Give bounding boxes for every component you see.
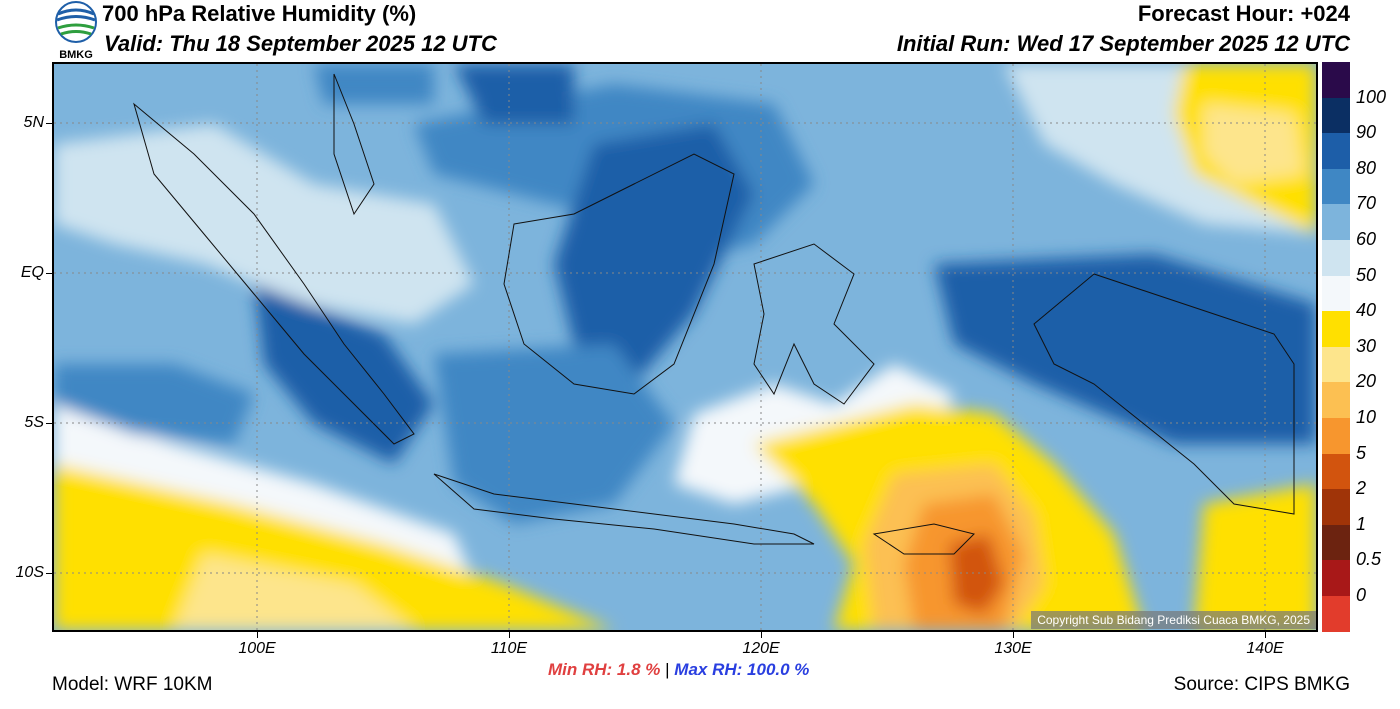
colorbar-segment xyxy=(1322,453,1350,490)
colorbar-segment xyxy=(1322,311,1350,347)
colorbar-segment xyxy=(1322,595,1350,632)
colorbar-label: 0 xyxy=(1356,585,1367,605)
lat-label-5n: 5N xyxy=(23,114,44,131)
bmkg-logo: BMKG xyxy=(52,0,100,61)
lat-label-eq: EQ xyxy=(20,264,44,281)
minmax-separator: | xyxy=(665,660,670,679)
colorbar-segment xyxy=(1322,417,1350,454)
colorbar-label: 0.5 xyxy=(1356,549,1382,570)
model-label: Model: WRF 10KM xyxy=(52,674,213,695)
colorbar-label: 100 xyxy=(1356,86,1387,107)
colorbar-segment xyxy=(1322,382,1350,418)
lon-label-100e: 100E xyxy=(238,640,276,657)
colorbar-label: 5 xyxy=(1356,442,1367,463)
lon-label-130e: 130E xyxy=(994,640,1032,657)
max-rh: Max RH: 100.0 % xyxy=(674,660,810,679)
lat-label-10s: 10S xyxy=(15,564,44,581)
rh-min-max: Min RH: 1.8 % | Max RH: 100.0 % xyxy=(548,660,809,680)
valid-time: Valid: Thu 18 September 2025 12 UTC xyxy=(104,31,497,56)
colorbar-segment xyxy=(1322,168,1350,205)
colorbar-segment xyxy=(1322,560,1350,596)
lon-label-110e: 110E xyxy=(490,640,528,657)
colorbar-segment xyxy=(1322,489,1350,525)
source-label: Source: CIPS BMKG xyxy=(1173,674,1350,695)
colorbar-label: 2 xyxy=(1356,478,1367,499)
colorbar-segment xyxy=(1322,239,1350,276)
colorbar-segment xyxy=(1322,133,1350,169)
colorbar-segment xyxy=(1322,524,1350,561)
logo-text: BMKG xyxy=(59,49,93,60)
colorbar-label: 50 xyxy=(1356,264,1377,285)
map-title: 700 hPa Relative Humidity (%) xyxy=(102,1,417,26)
lat-tick xyxy=(46,423,52,424)
colorbar-segment xyxy=(1322,204,1350,240)
lon-label-120e: 120E xyxy=(742,640,780,657)
colorbar-label: 60 xyxy=(1356,229,1377,249)
lon-label-140e: 140E xyxy=(1246,640,1284,657)
initial-run: Initial Run: Wed 17 September 2025 12 UT… xyxy=(896,31,1350,56)
colorbar-label: 80 xyxy=(1356,157,1377,178)
lat-tick xyxy=(46,573,52,574)
colorbar-label: 70 xyxy=(1356,193,1377,214)
forecast-hour: Forecast Hour: +024 xyxy=(1137,1,1350,26)
lat-tick xyxy=(46,273,52,274)
colorbar-segment xyxy=(1322,97,1350,134)
lat-label-5s: 5S xyxy=(24,414,44,431)
lon-tick xyxy=(1013,632,1014,638)
colorbar-label: 90 xyxy=(1356,122,1377,143)
lon-tick xyxy=(257,632,258,638)
colorbar-segment xyxy=(1322,346,1350,383)
lat-tick xyxy=(46,123,52,124)
min-rh: Min RH: 1.8 % xyxy=(548,660,661,679)
colorbar-segment xyxy=(1322,275,1350,312)
lon-tick xyxy=(509,632,510,638)
colorbar-label: 40 xyxy=(1356,300,1377,321)
colorbar-label: 1 xyxy=(1356,513,1367,534)
colorbar xyxy=(1322,62,1350,632)
colorbar-label: 30 xyxy=(1356,335,1377,356)
lon-tick xyxy=(761,632,762,638)
lon-tick xyxy=(1265,632,1266,638)
colorbar-label: 10 xyxy=(1356,407,1377,427)
colorbar-segment xyxy=(1322,62,1350,98)
humidity-map xyxy=(52,62,1318,632)
copyright-note: Copyright Sub Bidang Prediksi Cuaca BMKG… xyxy=(1031,611,1316,629)
colorbar-label: 20 xyxy=(1356,371,1377,392)
